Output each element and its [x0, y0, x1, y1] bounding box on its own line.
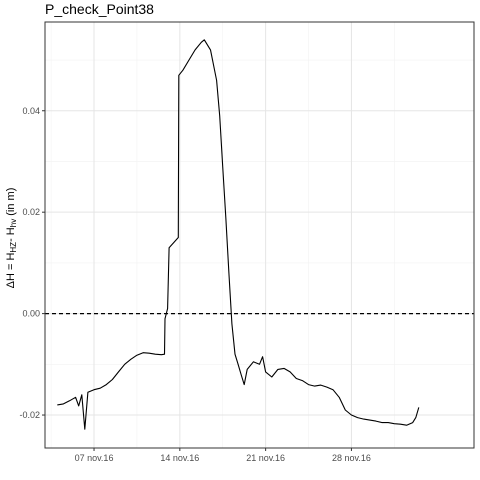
x-tick-label: 28 nov.16: [332, 453, 371, 463]
ticks-layer: -0.02 0.00 0.02 0.04 07 nov.16 14 nov.16 21 no…: [19, 106, 370, 463]
y-tick-label: 0.00: [22, 309, 40, 319]
plot-border: [45, 22, 474, 448]
y-tick-label: 0.02: [22, 207, 40, 217]
x-tick-label: 21 nov.16: [246, 453, 285, 463]
y-axis-label: ΔH = HHZ- Hhv (in m): [5, 188, 18, 289]
y-tick-label: -0.02: [19, 410, 40, 420]
y-tick-label: 0.04: [22, 106, 40, 116]
grid-layer: [45, 22, 474, 448]
x-tick-label: 07 nov.16: [75, 453, 114, 463]
series-line: [57, 40, 419, 429]
x-tick-label: 14 nov.16: [160, 453, 199, 463]
series-layer: [57, 40, 419, 429]
